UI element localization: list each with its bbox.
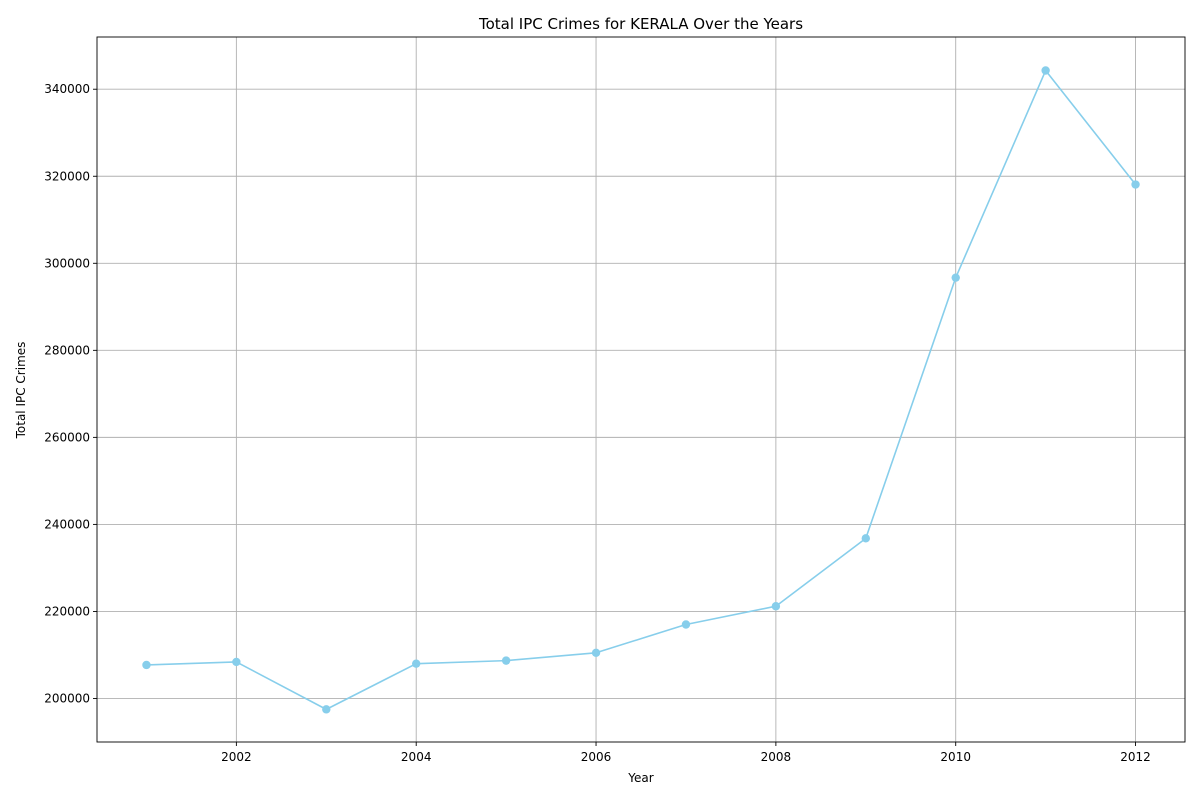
axis-ticks: 2002 2004 2006 2008 2010 2012 200000 220000 2400… xyxy=(44,82,1151,764)
data-point xyxy=(142,660,151,670)
y-tick-label: 300000 xyxy=(44,256,90,270)
x-tick-label: 2006 xyxy=(581,750,612,764)
y-tick-label: 340000 xyxy=(44,82,90,96)
plot-area-frame xyxy=(96,36,1186,743)
x-tick-label: 2004 xyxy=(401,750,432,764)
data-point xyxy=(322,705,331,714)
data-point xyxy=(681,620,691,629)
x-axis-label: Year xyxy=(627,771,653,785)
data-point xyxy=(771,602,781,611)
data-series xyxy=(142,66,1140,714)
data-point xyxy=(861,534,870,543)
data-point xyxy=(1041,66,1050,75)
x-tick-label: 2008 xyxy=(761,750,792,764)
y-tick-label: 200000 xyxy=(44,691,90,705)
x-tick-label: 2010 xyxy=(940,750,971,764)
data-point xyxy=(591,648,601,657)
y-axis-label: Total IPC Crimes xyxy=(14,342,28,440)
data-point xyxy=(232,657,241,667)
x-tick-label: 2002 xyxy=(221,750,252,764)
series-line xyxy=(146,69,1137,711)
y-tick-label: 320000 xyxy=(44,169,90,183)
grid xyxy=(97,37,1185,742)
data-point xyxy=(1131,180,1140,189)
data-point xyxy=(412,659,421,668)
chart-title: Total IPC Crimes for KERALA Over the Yea… xyxy=(478,15,803,33)
data-point xyxy=(501,656,511,665)
y-tick-label: 280000 xyxy=(44,343,90,357)
y-tick-label: 260000 xyxy=(44,430,90,444)
y-tick-label: 240000 xyxy=(44,517,90,531)
data-point xyxy=(951,273,960,282)
x-tick-label: 2012 xyxy=(1120,750,1151,764)
y-tick-label: 220000 xyxy=(44,604,90,618)
